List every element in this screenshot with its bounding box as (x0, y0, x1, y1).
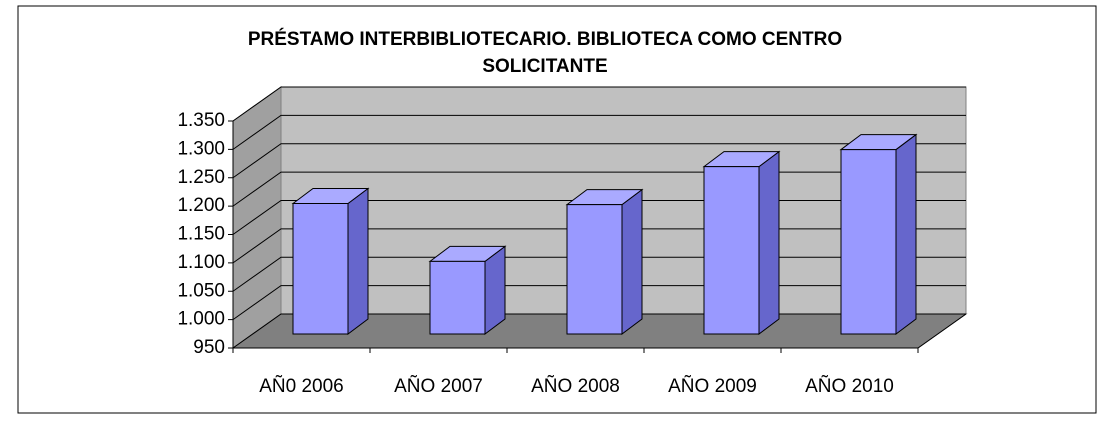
grid-line (232, 114, 966, 150)
bar (291, 187, 370, 335)
bar (839, 133, 918, 335)
y-tick-label: 950 (193, 337, 225, 358)
y-tick-label: 1.250 (177, 167, 225, 188)
bar-side (895, 133, 917, 335)
x-tick-label: AÑO 2010 (805, 375, 894, 397)
bar (565, 188, 644, 335)
grid-line (232, 143, 966, 179)
y-tick-label: 1.150 (177, 224, 225, 245)
y-tick-label: 1.000 (177, 309, 225, 330)
bar-side (347, 187, 369, 335)
bar-side (758, 150, 780, 335)
x-axis-side (917, 313, 967, 349)
x-tick-label: AÑO 2009 (668, 375, 757, 397)
grid-line (232, 86, 966, 122)
chart-title: SOLICITANTE (482, 56, 607, 77)
x-tick-label: AÑ0 2006 (259, 375, 344, 397)
bar-front (566, 204, 623, 335)
x-tick-label: AÑO 2008 (531, 375, 620, 397)
y-tick-label: 1.100 (177, 252, 225, 273)
chart-title: PRÉSTAMO INTERBIBLIOTECARIO. BIBLIOTECA … (248, 28, 842, 50)
bar-front (703, 166, 760, 335)
bar-front (292, 202, 349, 335)
y-tick-label: 1.350 (177, 110, 225, 131)
y-tick-label: 1.200 (177, 195, 225, 216)
bar (702, 150, 781, 335)
bar-side (621, 188, 643, 335)
bar-front (429, 260, 486, 335)
y-tick-label: 1.300 (177, 138, 225, 159)
bar (428, 245, 507, 335)
x-tick-label: AÑO 2007 (394, 375, 483, 397)
bar-front (840, 149, 897, 335)
y-tick-label: 1.050 (177, 280, 225, 301)
